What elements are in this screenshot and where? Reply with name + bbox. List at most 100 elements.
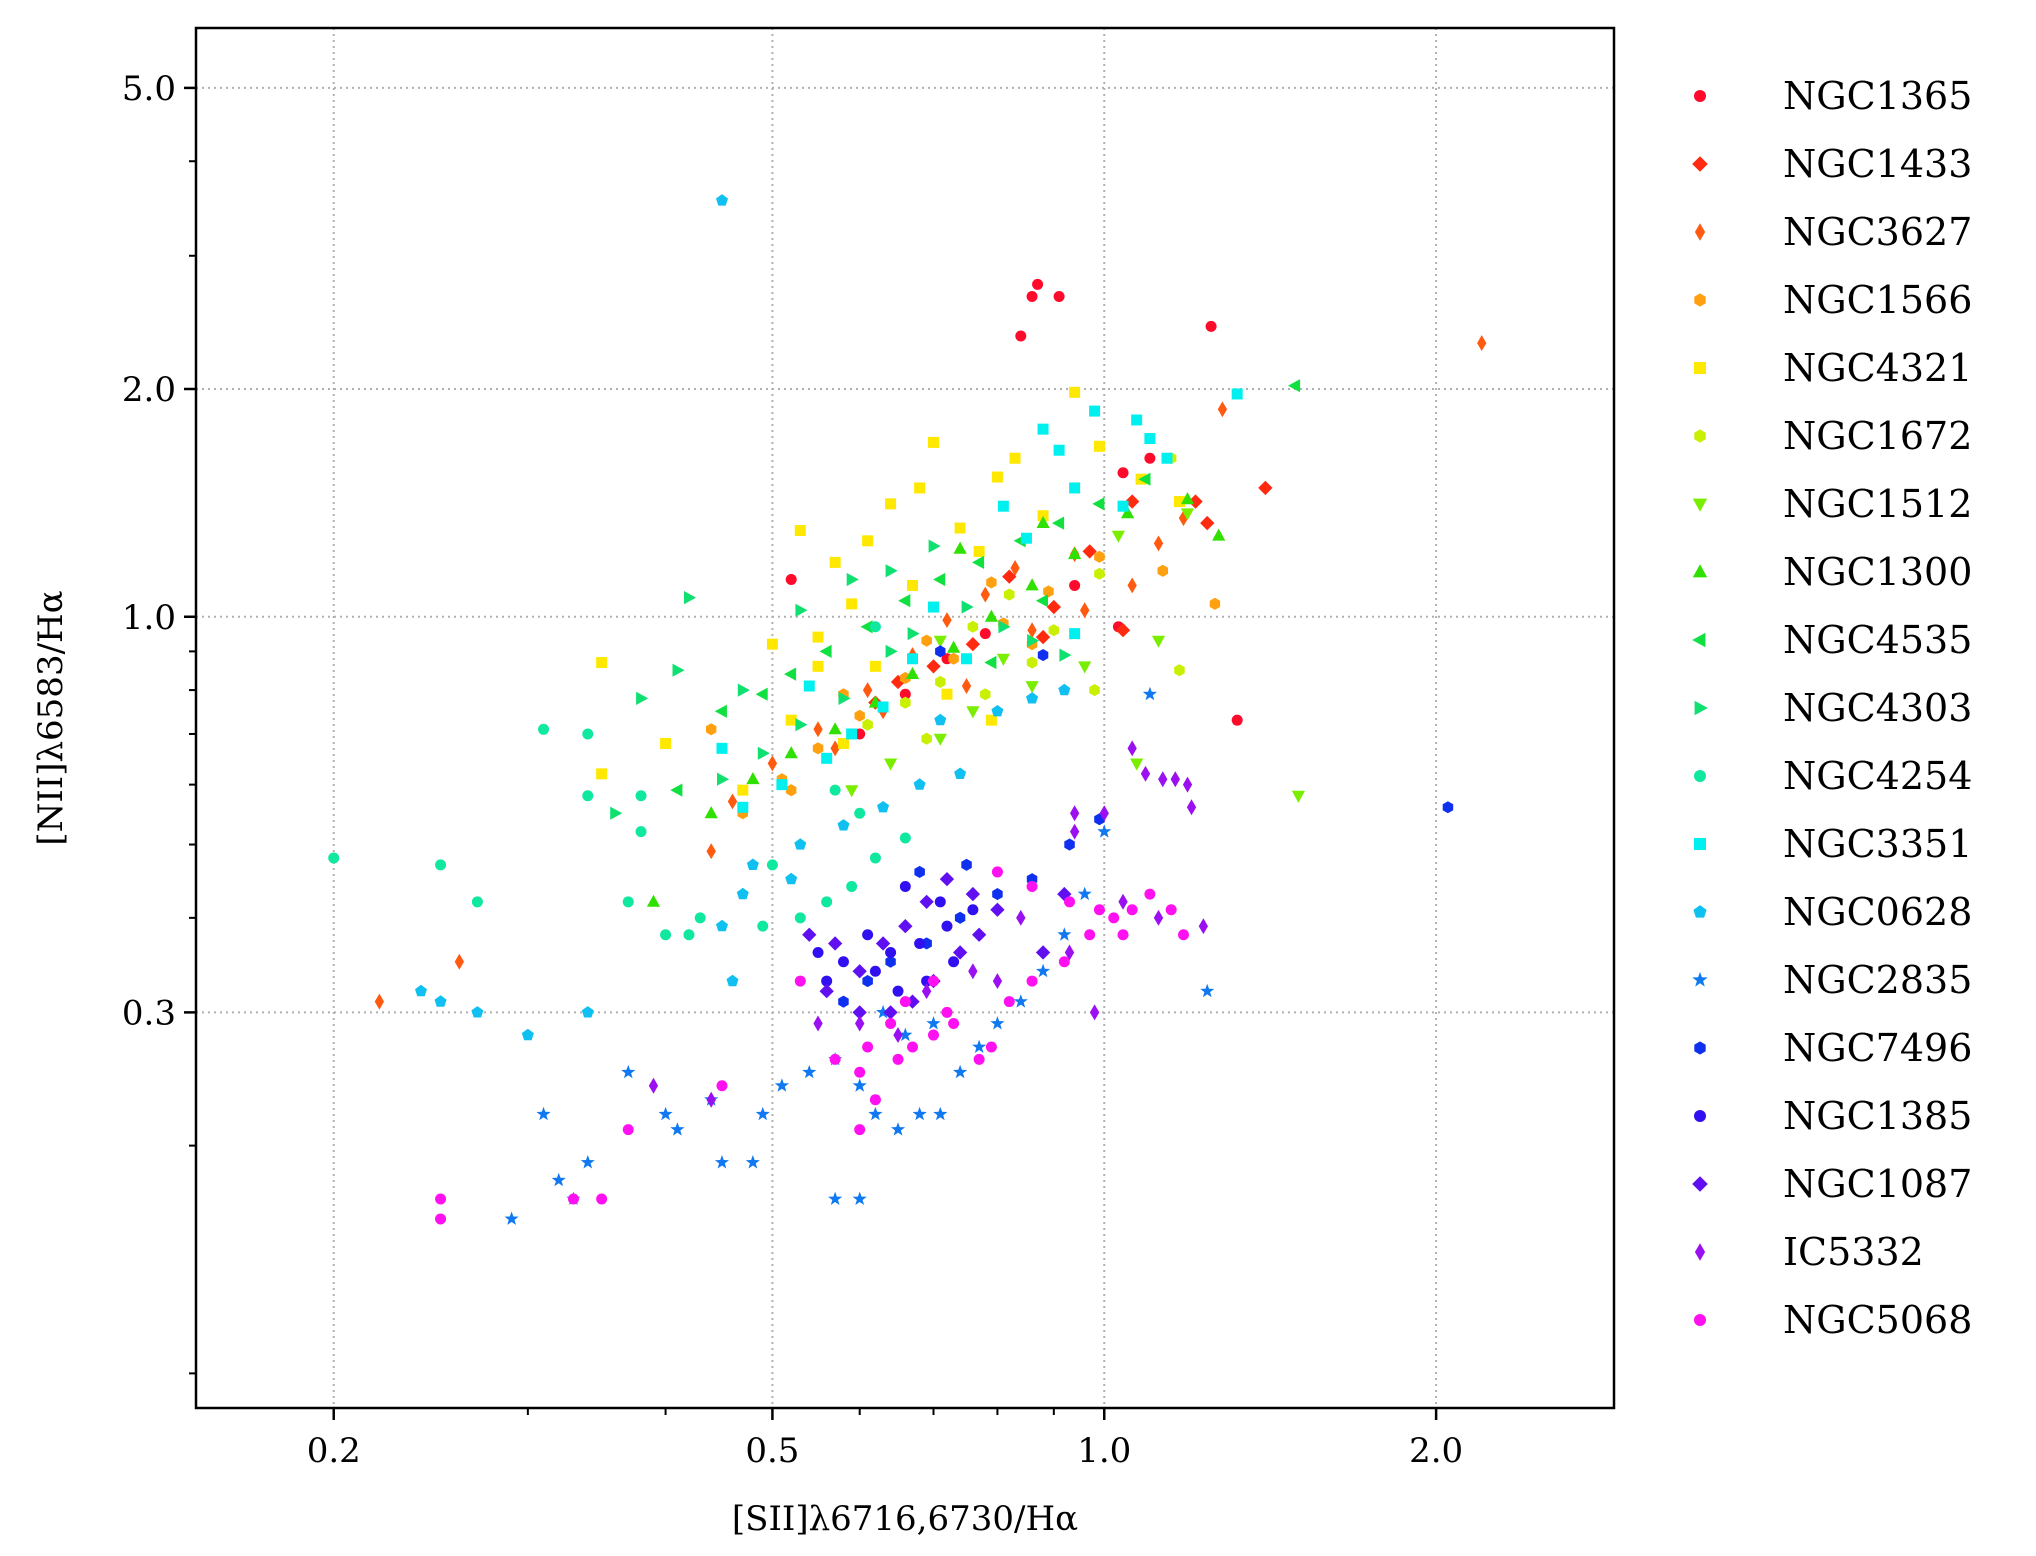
data-point	[813, 721, 823, 738]
data-point	[1037, 423, 1049, 435]
data-point	[1037, 649, 1049, 662]
data-point	[1144, 888, 1156, 900]
data-point	[621, 1064, 636, 1079]
data-point	[852, 1078, 867, 1092]
data-point	[884, 758, 898, 771]
data-point	[1151, 635, 1166, 648]
data-point	[1182, 776, 1193, 793]
data-point	[714, 704, 727, 718]
x-tick-label: 2.0	[1409, 1431, 1463, 1471]
data-point	[1035, 945, 1051, 960]
data-point	[973, 1053, 985, 1065]
data-point	[990, 1016, 1005, 1030]
data-point	[1138, 472, 1151, 486]
data-point	[980, 688, 991, 701]
data-point	[885, 946, 897, 958]
data-point	[813, 1015, 823, 1032]
legend-item: NGC3627	[1694, 210, 1972, 254]
data-point	[875, 936, 891, 951]
y-tick-label: 1.0	[122, 598, 176, 638]
data-point	[1059, 648, 1072, 662]
plot-frame	[194, 26, 1616, 1410]
data-point	[984, 655, 997, 670]
data-point	[766, 638, 778, 650]
data-point	[1058, 956, 1070, 968]
data-point	[941, 920, 953, 932]
data-point	[1048, 624, 1060, 637]
data-point	[716, 194, 728, 206]
data-point	[1126, 904, 1138, 916]
data-point	[582, 728, 594, 740]
legend-marker	[1694, 1314, 1706, 1326]
data-point	[328, 852, 340, 864]
data-point	[972, 927, 987, 942]
data-point	[939, 872, 955, 887]
data-point	[1043, 585, 1054, 598]
data-point	[1217, 401, 1228, 418]
legend-label: IC5332	[1783, 1230, 1924, 1274]
data-point	[1004, 588, 1015, 601]
data-point	[837, 737, 849, 749]
series-NGC4303	[610, 539, 1072, 820]
data-point	[877, 801, 890, 813]
data-point	[795, 718, 808, 732]
data-point	[1165, 904, 1177, 916]
series-NGC0628	[415, 194, 1071, 1041]
y-tick-label: 2.0	[122, 370, 176, 410]
data-point	[774, 1078, 789, 1092]
series-NGC7496	[838, 645, 1454, 1008]
data-point	[684, 591, 697, 605]
data-point	[1035, 629, 1051, 645]
legend-label: NGC2835	[1783, 958, 1972, 1002]
data-point	[737, 784, 749, 796]
data-point	[854, 709, 865, 722]
legend-item: NGC1365	[1694, 74, 1972, 118]
legend-label: NGC4321	[1783, 346, 1972, 390]
data-point	[635, 790, 647, 802]
x-tick-label: 0.5	[745, 1431, 799, 1471]
data-point	[582, 790, 594, 802]
data-point	[1057, 927, 1072, 941]
data-point	[941, 1006, 953, 1018]
data-point	[1026, 291, 1038, 303]
legend-marker	[1694, 362, 1706, 374]
data-point	[862, 929, 874, 941]
data-point	[837, 956, 849, 968]
legend-label: NGC0628	[1783, 890, 1972, 934]
legend-label: NGC4535	[1783, 618, 1972, 662]
data-point	[991, 866, 1003, 878]
data-point	[928, 601, 940, 613]
data-point	[694, 912, 706, 924]
data-point	[1158, 771, 1168, 788]
data-point	[892, 1053, 904, 1065]
data-point	[714, 1155, 729, 1169]
data-point	[1153, 535, 1164, 552]
data-point	[1082, 544, 1097, 559]
data-point	[837, 819, 850, 831]
data-point	[953, 1064, 968, 1079]
data-point	[926, 1016, 941, 1030]
data-point	[1153, 909, 1164, 926]
legend-marker	[1694, 1243, 1706, 1261]
data-point	[854, 1066, 866, 1078]
data-point	[454, 953, 464, 970]
legend-marker	[1694, 223, 1706, 241]
data-point	[934, 896, 946, 908]
data-point	[1200, 983, 1215, 998]
legend-marker	[1694, 293, 1706, 307]
legend-item: NGC1512	[1692, 482, 1972, 526]
data-point	[1161, 452, 1173, 464]
data-point	[921, 732, 932, 745]
data-point	[1077, 886, 1092, 901]
data-point	[794, 912, 806, 924]
data-point	[622, 896, 634, 908]
legend-label: NGC4254	[1783, 754, 1972, 798]
data-point	[1200, 515, 1215, 531]
data-point	[947, 640, 961, 653]
data-point	[990, 902, 1005, 917]
data-point	[1188, 494, 1203, 509]
legend-item: NGC2835	[1692, 958, 1972, 1002]
data-point	[967, 620, 979, 633]
data-point	[852, 1005, 867, 1020]
data-point	[1209, 597, 1221, 610]
